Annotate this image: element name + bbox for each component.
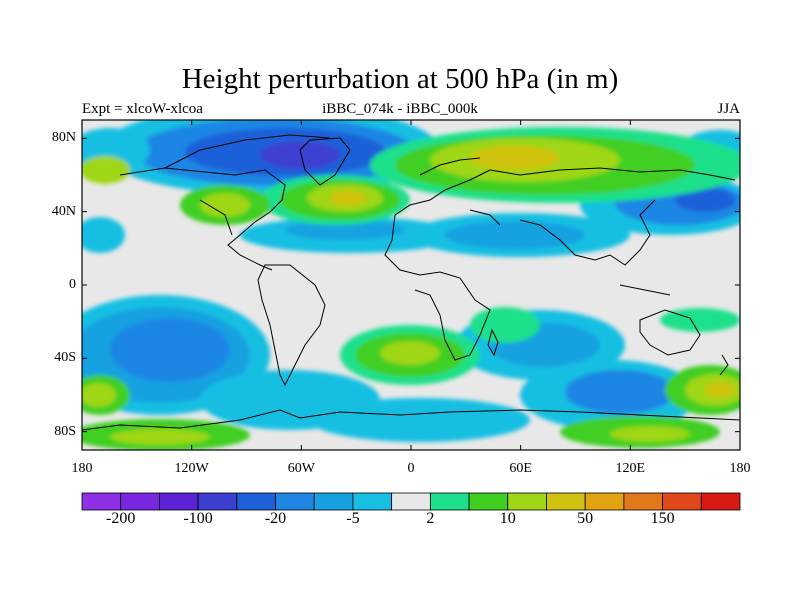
colorbar-swatch <box>81 492 122 511</box>
colorbar-swatch <box>468 492 509 511</box>
colorbar <box>81 492 741 511</box>
colorbar-swatch <box>700 492 741 511</box>
y-tick-label: 40N <box>51 203 76 219</box>
colorbar-swatch <box>236 492 276 511</box>
coastlines <box>82 134 740 431</box>
colorbar-swatch <box>352 492 393 511</box>
colorbar-swatch <box>313 492 354 511</box>
x-tick-label: 180 <box>729 461 751 476</box>
colorbar-label: -20 <box>264 510 287 527</box>
y-tick-label: 80S <box>54 423 76 439</box>
colorbar-swatch <box>662 492 702 511</box>
experiment-label: Expt = xlcoW-xlcoa <box>82 101 203 117</box>
axis-ticks <box>81 120 741 450</box>
colorbar-label: 2 <box>426 510 435 527</box>
y-tick-label: 40S <box>54 350 76 366</box>
colorbar-swatch <box>507 492 547 511</box>
x-tick-label: 180 <box>71 461 93 476</box>
colorbar-label: 10 <box>499 510 516 527</box>
contour-field <box>82 120 740 450</box>
colorbar-swatch <box>391 492 431 511</box>
x-tick-label: 0 <box>407 461 415 476</box>
colorbar-swatch <box>623 492 663 511</box>
colorbar-swatch <box>546 492 586 511</box>
y-tick-label: 80N <box>51 130 76 146</box>
colorbar-swatch <box>159 492 199 511</box>
season-label: JJA <box>717 101 740 117</box>
x-tick-label: 120E <box>615 461 646 476</box>
colorbar-swatch <box>429 492 470 511</box>
y-tick-label: 0 <box>69 277 76 292</box>
x-tick-label: 120W <box>174 461 209 476</box>
map-title: Height perturbation at 500 hPa (in m) <box>181 63 619 95</box>
x-tick-label: 60E <box>509 461 532 476</box>
colorbar-label: 150 <box>650 510 675 527</box>
colorbar-swatch <box>275 492 315 511</box>
difference-label: iBBC_074k - iBBC_000k <box>322 101 478 117</box>
colorbar-label: -200 <box>106 510 136 527</box>
colorbar-label: -5 <box>346 510 360 527</box>
colorbar-swatch <box>197 492 238 511</box>
colorbar-swatch <box>120 492 160 511</box>
colorbar-swatch <box>584 492 625 511</box>
colorbar-label: 50 <box>577 510 594 527</box>
colorbar-label: -100 <box>183 510 213 527</box>
x-tick-label: 60W <box>287 461 315 476</box>
